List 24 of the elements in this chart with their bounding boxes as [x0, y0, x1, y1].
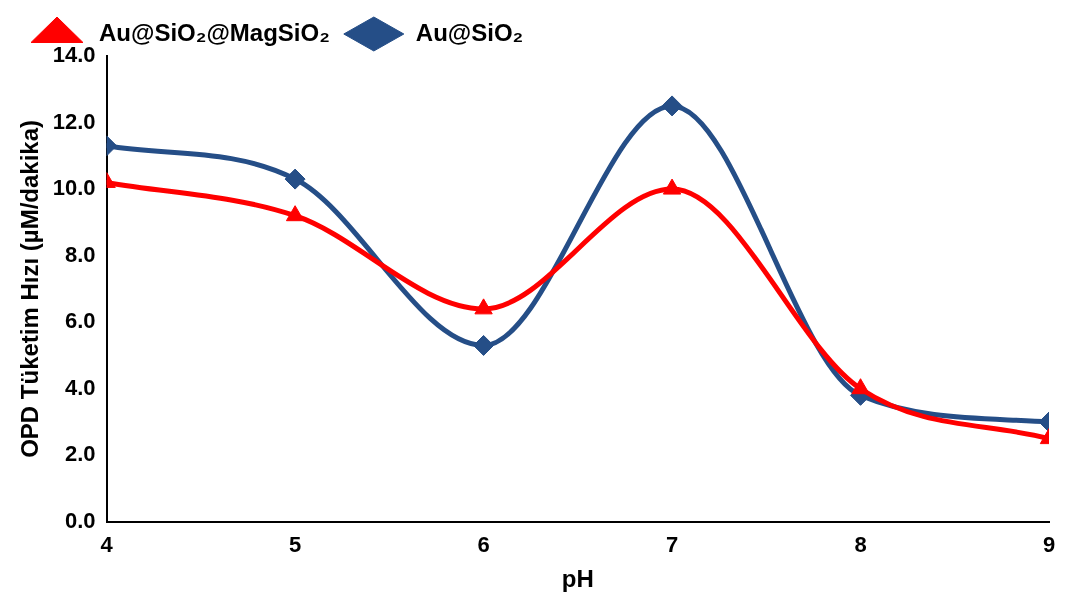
x-tick-label: 7 [665, 532, 679, 558]
point [284, 168, 306, 190]
x-tick-label: 6 [477, 532, 490, 558]
x-axis-title: pH [561, 565, 594, 593]
legend-label: Au@SiO₂ [415, 18, 524, 46]
point [285, 205, 305, 222]
y-tick-label: 14.0 [52, 42, 96, 68]
y-axis-title: OPD Tüketim Hızı (µM/dakika) [16, 119, 44, 458]
y-tick-label: 12.0 [52, 108, 96, 134]
legend-label: Au@SiO₂@MagSiO₂ [99, 18, 330, 46]
y-tick-label: 2.0 [65, 441, 96, 467]
x-tick-label: 8 [854, 532, 867, 558]
x-tick-label: 4 [100, 532, 114, 558]
x-tick-label: 9 [1042, 532, 1056, 558]
point [661, 95, 683, 117]
y-tick-label: 0.0 [65, 507, 96, 533]
point [474, 298, 493, 315]
y-tick-label: 10.0 [52, 175, 96, 201]
y-tick-label: 8.0 [65, 241, 96, 267]
point [662, 178, 682, 195]
y-tick-label: 4.0 [65, 374, 96, 400]
point [473, 334, 495, 356]
y-tick-label: 6.0 [65, 308, 96, 334]
x-tick-label: 5 [288, 532, 302, 558]
